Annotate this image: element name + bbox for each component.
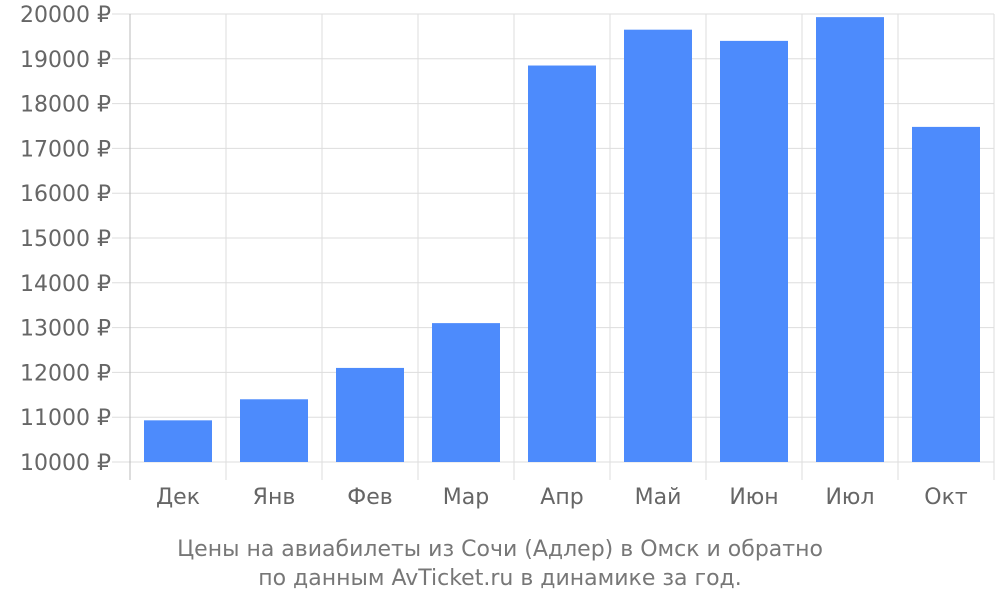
- y-tick-label: 15000 ₽: [20, 227, 111, 252]
- x-tick-label: Окт: [924, 485, 968, 510]
- y-axis-ticks: 10000 ₽ 11000 ₽ 12000 ₽ 13000 ₽ 14000 ₽ 15000…: [20, 3, 111, 476]
- y-tick-label: 20000 ₽: [20, 3, 111, 28]
- bar-5: [624, 29, 692, 463]
- x-tick-label: Янв: [253, 485, 296, 510]
- x-tick-label: Дек: [156, 485, 200, 510]
- y-tick-label: 17000 ₽: [20, 137, 111, 162]
- bar-8: [912, 126, 980, 463]
- bar-6: [720, 40, 788, 462]
- bar-2: [336, 367, 404, 462]
- bar-7: [816, 17, 884, 463]
- y-tick-label: 19000 ₽: [20, 48, 111, 73]
- y-tick-label: 13000 ₽: [20, 317, 111, 342]
- x-tick-label: Апр: [540, 485, 583, 510]
- y-tick-label: 11000 ₽: [20, 406, 111, 431]
- bar-1: [240, 399, 308, 462]
- x-tick-label: Мар: [443, 485, 489, 510]
- bar-4: [528, 65, 596, 463]
- x-tick-label: Июл: [825, 485, 874, 510]
- y-tick-label: 10000 ₽: [20, 451, 111, 476]
- chart-caption-line-2: по данным AvTicket.ru в динамике за год.: [258, 566, 742, 591]
- x-tick-label: Май: [635, 485, 682, 510]
- y-tick-label: 16000 ₽: [20, 182, 111, 207]
- y-tick-label: 14000 ₽: [20, 272, 111, 297]
- y-tick-label: 12000 ₽: [20, 361, 111, 386]
- x-tick-label: Июн: [729, 485, 778, 510]
- chart-caption-line-1: Цены на авиабилеты из Сочи (Адлер) в Омс…: [177, 537, 823, 562]
- bar-0: [144, 420, 212, 462]
- bar-3: [432, 323, 500, 462]
- x-axis-ticks: Дек Янв Фев Мар Апр Май Июн Июл Окт: [156, 485, 968, 510]
- bars: [144, 17, 980, 463]
- y-tick-label: 18000 ₽: [20, 93, 111, 118]
- x-tick-label: Фев: [347, 485, 392, 510]
